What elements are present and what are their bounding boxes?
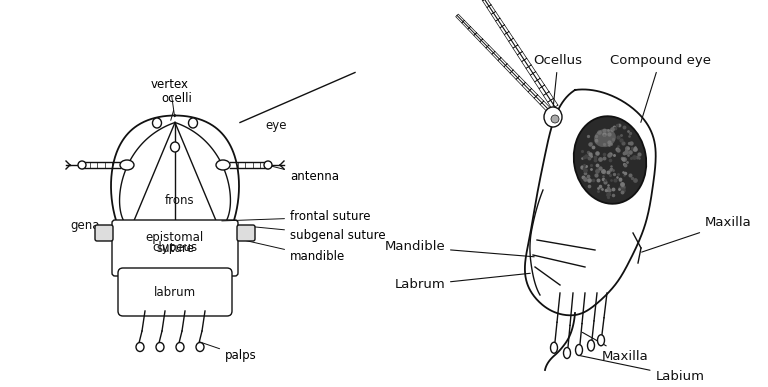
FancyBboxPatch shape — [112, 220, 238, 276]
Text: suture: suture — [156, 241, 194, 255]
Ellipse shape — [153, 118, 161, 128]
Ellipse shape — [598, 335, 604, 346]
Ellipse shape — [551, 342, 558, 353]
Ellipse shape — [564, 348, 571, 358]
Text: palps: palps — [200, 342, 257, 363]
FancyBboxPatch shape — [118, 268, 232, 316]
Text: frontal suture: frontal suture — [222, 211, 370, 224]
Ellipse shape — [78, 161, 86, 169]
Text: mandible: mandible — [242, 240, 346, 264]
Ellipse shape — [188, 118, 197, 128]
Ellipse shape — [264, 161, 272, 169]
Ellipse shape — [156, 342, 164, 351]
Text: clypeus: clypeus — [152, 241, 197, 255]
Text: ocelli: ocelli — [161, 92, 193, 120]
Text: Maxilla: Maxilla — [582, 332, 648, 363]
Text: Compound eye: Compound eye — [610, 54, 710, 122]
Text: eye: eye — [265, 118, 286, 132]
Text: antenna: antenna — [270, 166, 339, 183]
Ellipse shape — [176, 342, 184, 351]
Ellipse shape — [594, 129, 616, 147]
Ellipse shape — [216, 160, 230, 170]
Ellipse shape — [551, 115, 559, 123]
Ellipse shape — [544, 107, 562, 127]
Text: gena: gena — [70, 219, 100, 231]
Ellipse shape — [574, 116, 646, 204]
Ellipse shape — [170, 142, 180, 152]
FancyBboxPatch shape — [237, 225, 255, 241]
Text: Maxilla: Maxilla — [641, 216, 752, 252]
Text: vertex: vertex — [151, 77, 189, 117]
Text: subgenal suture: subgenal suture — [238, 225, 386, 241]
Ellipse shape — [120, 160, 134, 170]
Ellipse shape — [588, 340, 594, 351]
Text: Labium: Labium — [580, 356, 704, 383]
Ellipse shape — [575, 344, 582, 356]
Text: Labrum: Labrum — [394, 273, 530, 291]
Text: labrum: labrum — [154, 286, 196, 298]
Text: Mandible: Mandible — [384, 240, 535, 257]
Ellipse shape — [136, 342, 144, 351]
Text: epistomal: epistomal — [146, 231, 204, 243]
Text: Ocellus: Ocellus — [534, 54, 582, 106]
FancyBboxPatch shape — [95, 225, 113, 241]
Ellipse shape — [196, 342, 204, 351]
Text: frons: frons — [165, 194, 195, 207]
